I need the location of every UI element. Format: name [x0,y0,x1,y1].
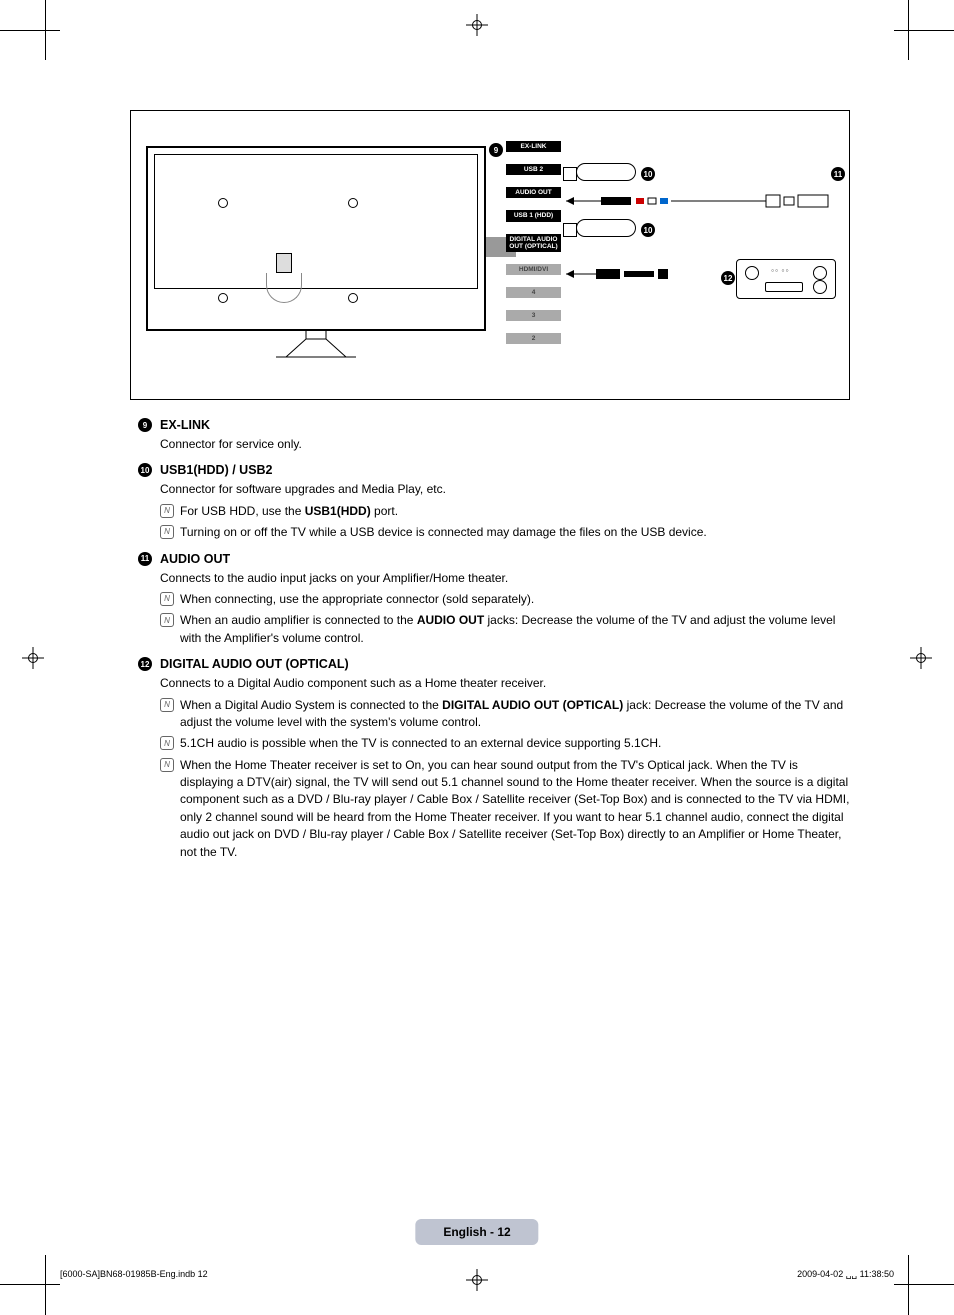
note-icon: N [160,504,174,518]
section-desc: Connects to the audio input jacks on you… [160,570,850,587]
crop-mark [0,30,60,31]
section-title: USB1(HDD) / USB2 [160,463,273,477]
audio-cable-icon [566,191,836,214]
note-icon: N [160,698,174,712]
note: N When the Home Theater receiver is set … [160,757,850,861]
usb-plug-icon [576,163,636,181]
callout-10: 10 [641,167,655,181]
note: N When connecting, use the appropriate c… [160,591,850,608]
note-icon: N [160,592,174,606]
section-usb: 10 USB1(HDD) / USB2 Connector for softwa… [138,463,850,541]
section-digital-audio-out: 12 DIGITAL AUDIO OUT (OPTICAL) Connects … [138,657,850,861]
description-sections: 9 EX-LINK Connector for service only. 10… [130,418,850,861]
footer-right: 2009-04-02 ␣␣ 11:38:50 [797,1269,894,1280]
crop-mark [894,30,954,31]
port-usb1-hdd: USB 1 (HDD) [506,210,561,221]
crop-mark [908,1255,909,1315]
note: N When a Digital Audio System is connect… [160,697,850,732]
crop-mark [0,1284,60,1285]
port-panel: EX-LINK USB 2 AUDIO OUT USB 1 (HDD) DIGI… [506,141,561,356]
footer-left: [6000-SA]BN68-01985B-Eng.indb 12 [60,1269,208,1280]
note-icon: N [160,525,174,539]
note: N 5.1CH audio is possible when the TV is… [160,735,850,752]
section-number-9: 9 [138,418,152,432]
section-title: DIGITAL AUDIO OUT (OPTICAL) [160,657,349,671]
port-ex-link: EX-LINK [506,141,561,152]
usb-plug-icon [576,219,636,237]
external-device-icon: ○○ ○○ [736,259,836,299]
port-2: 2 [506,333,561,344]
section-desc: Connector for software upgrades and Medi… [160,481,850,498]
port-digital-audio-out: DIGITAL AUDIO OUT (OPTICAL) [506,234,561,252]
section-number-11: 11 [138,552,152,566]
page-content: EX-LINK USB 2 AUDIO OUT USB 1 (HDD) DIGI… [130,110,850,871]
note: N When an audio amplifier is connected t… [160,612,850,647]
callout-10b: 10 [641,223,655,237]
registration-mark-icon [22,647,44,669]
section-number-10: 10 [138,463,152,477]
port-audio-out: AUDIO OUT [506,187,561,198]
note: N For USB HDD, use the USB1(HDD) port. [160,503,850,520]
tv-illustration [146,146,486,331]
note: N Turning on or off the TV while a USB d… [160,524,850,541]
note-icon: N [160,613,174,627]
callout-9: 9 [489,143,503,157]
document-footer: [6000-SA]BN68-01985B-Eng.indb 12 2009-04… [60,1269,894,1280]
section-title: EX-LINK [160,418,210,432]
port-hdmi-dvi: HDMI/DVI [506,264,561,275]
callout-11: 11 [831,167,845,181]
callout-12: 12 [721,271,735,285]
section-ex-link: 9 EX-LINK Connector for service only. [138,418,850,453]
section-desc: Connects to a Digital Audio component su… [160,675,850,692]
section-number-12: 12 [138,657,152,671]
port-usb2: USB 2 [506,164,561,175]
connection-diagram: EX-LINK USB 2 AUDIO OUT USB 1 (HDD) DIGI… [130,110,850,400]
registration-mark-icon [910,647,932,669]
section-desc: Connector for service only. [160,436,850,453]
crop-mark [45,1255,46,1315]
registration-mark-icon [466,14,488,36]
crop-mark [894,1284,954,1285]
note-icon: N [160,736,174,750]
note-icon: N [160,758,174,772]
port-3: 3 [506,310,561,321]
section-title: AUDIO OUT [160,552,230,566]
section-audio-out: 11 AUDIO OUT Connects to the audio input… [138,552,850,648]
port-4: 4 [506,287,561,298]
page-number-pill: English - 12 [415,1219,538,1245]
optical-cable-icon [566,266,706,285]
